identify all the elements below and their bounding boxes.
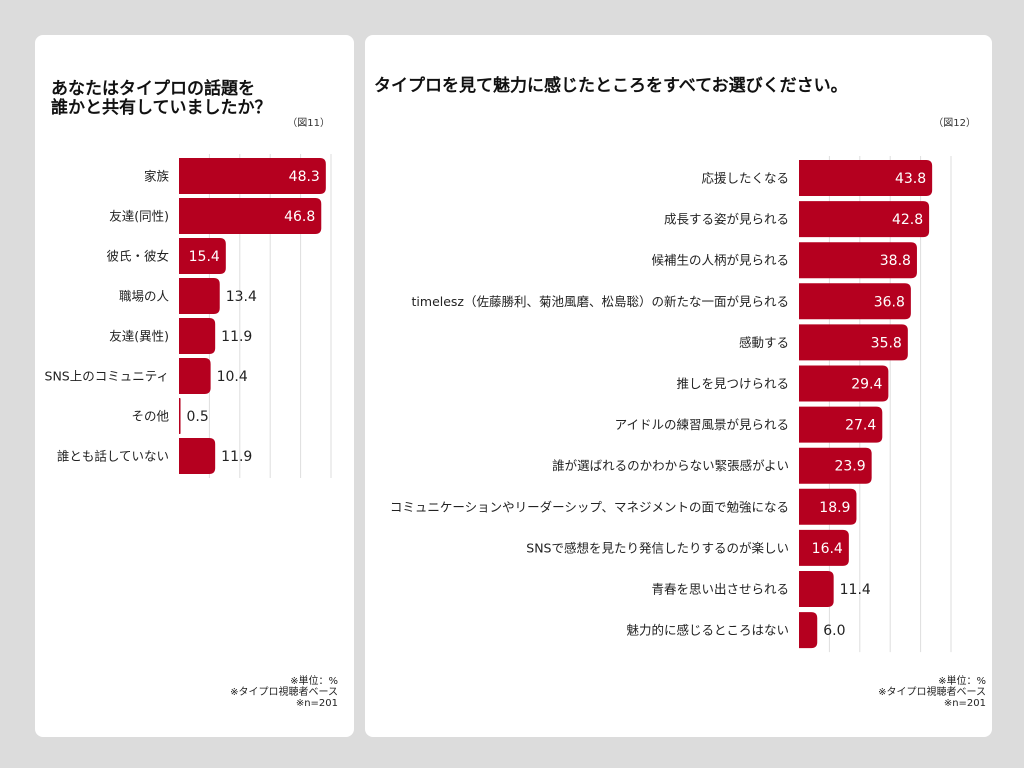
data-label: 13.4 bbox=[226, 289, 257, 305]
chart-title: タイプロを見て魅力に感じたところをすべてお選びください。 bbox=[374, 76, 848, 96]
category-label: 成長する姿が見られる bbox=[664, 212, 789, 227]
category-label: 職場の人 bbox=[119, 289, 170, 304]
chart-panel-fig11: あなたはタイプロの話題を 誰かと共有していましたか？ （図11） 家族 48.3 友… bbox=[35, 35, 354, 737]
note-unit: ※単位：% bbox=[938, 676, 986, 687]
note-unit: ※単位：% bbox=[290, 676, 338, 687]
bar bbox=[179, 278, 220, 314]
data-label: 36.8 bbox=[874, 294, 905, 310]
bar bbox=[799, 529, 849, 566]
category-label: 家族 bbox=[144, 169, 170, 184]
bar bbox=[799, 365, 889, 402]
category-label: 友達(異性) bbox=[109, 329, 169, 344]
category-label: SNS上のコミュニティ bbox=[45, 369, 169, 384]
bar bbox=[799, 283, 911, 320]
data-label: 0.5 bbox=[187, 409, 209, 425]
category-label: 候補生の人柄が見られる bbox=[651, 253, 789, 268]
bar bbox=[179, 438, 216, 474]
bar bbox=[799, 160, 933, 196]
bar bbox=[179, 238, 226, 274]
category-label: timelesz（佐藤勝利、菊池風磨、松島聡）の新たな一面が見られる bbox=[412, 294, 789, 309]
bar bbox=[799, 406, 883, 443]
category-label: 友達(同性) bbox=[109, 209, 169, 224]
data-label: 6.0 bbox=[823, 623, 845, 639]
chart-panel-fig12: タイプロを見て魅力に感じたところをすべてお選びください。 （図12） 応援したく… bbox=[365, 35, 992, 737]
data-label: 38.8 bbox=[880, 253, 911, 269]
category-label: 応援したくなる bbox=[701, 171, 789, 186]
category-label: 彼氏・彼女 bbox=[106, 249, 169, 264]
bar bbox=[179, 198, 322, 234]
data-label: 11.4 bbox=[840, 582, 871, 598]
category-label: その他 bbox=[131, 409, 169, 424]
data-label: 27.4 bbox=[845, 418, 876, 434]
figure-label: （図12） bbox=[933, 118, 976, 129]
bar bbox=[179, 398, 181, 434]
chart-notes: ※単位：% ※タイプロ視聴者ベース ※n=201 bbox=[878, 676, 986, 709]
data-label: 23.9 bbox=[834, 459, 865, 475]
data-label: 48.3 bbox=[289, 169, 320, 185]
data-label: 29.4 bbox=[851, 377, 882, 393]
note-base: ※タイプロ視聴者ベース bbox=[878, 687, 986, 698]
category-label: アイドルの練習風景が見られる bbox=[615, 417, 789, 432]
category-label: 誰が選ばれるのかわからない緊張感がよい bbox=[552, 458, 789, 473]
bar bbox=[799, 324, 908, 361]
bar bbox=[799, 612, 818, 649]
bar bbox=[799, 571, 834, 607]
chart-title: あなたはタイプロの話題を 誰かと共有していましたか？ bbox=[51, 79, 272, 118]
category-label: 推しを見つけられる bbox=[676, 376, 789, 391]
bar bbox=[799, 242, 917, 279]
data-label: 11.9 bbox=[221, 329, 252, 345]
category-label: 青春を思い出させられる bbox=[651, 582, 789, 597]
bar bbox=[799, 488, 857, 525]
category-label: コミュニケーションやリーダーシップ、マネジメントの面で勉強になる bbox=[390, 499, 789, 514]
bar bbox=[179, 358, 211, 394]
category-label: 魅力的に感じるところはない bbox=[626, 623, 789, 638]
category-label: 感動する bbox=[739, 335, 789, 350]
note-base: ※タイプロ視聴者ベース bbox=[230, 687, 338, 698]
data-label: 10.4 bbox=[217, 369, 248, 385]
figure-label: （図11） bbox=[287, 118, 330, 129]
data-label: 18.9 bbox=[819, 500, 850, 516]
note-n: ※n=201 bbox=[943, 698, 986, 709]
bar-chart-fig12: 応援したくなる 43.8 成長する姿が見られる 42.8 候補生の人柄が見られる 38.8… bbox=[390, 156, 952, 653]
data-label: 16.4 bbox=[812, 541, 843, 557]
data-label: 42.8 bbox=[892, 212, 923, 228]
data-label: 35.8 bbox=[871, 335, 902, 351]
data-label: 11.9 bbox=[221, 449, 252, 465]
data-label: 46.8 bbox=[284, 209, 315, 225]
data-label: 15.4 bbox=[189, 249, 220, 265]
bar bbox=[179, 318, 216, 354]
chart-notes: ※単位：% ※タイプロ視聴者ベース ※n=201 bbox=[230, 676, 338, 709]
bar bbox=[799, 447, 872, 484]
category-label: 誰とも話していない bbox=[57, 449, 169, 464]
bar bbox=[799, 201, 930, 238]
bar-chart-fig11: 家族 48.3 友達(同性) 46.8 彼氏・彼女 15.4 職場の人 13.4 友達(異性) 1… bbox=[45, 154, 332, 478]
data-label: 43.8 bbox=[895, 171, 926, 187]
note-n: ※n=201 bbox=[295, 698, 338, 709]
bar bbox=[179, 158, 326, 194]
category-label: SNSで感想を見たり発信したりするのが楽しい bbox=[526, 540, 789, 555]
